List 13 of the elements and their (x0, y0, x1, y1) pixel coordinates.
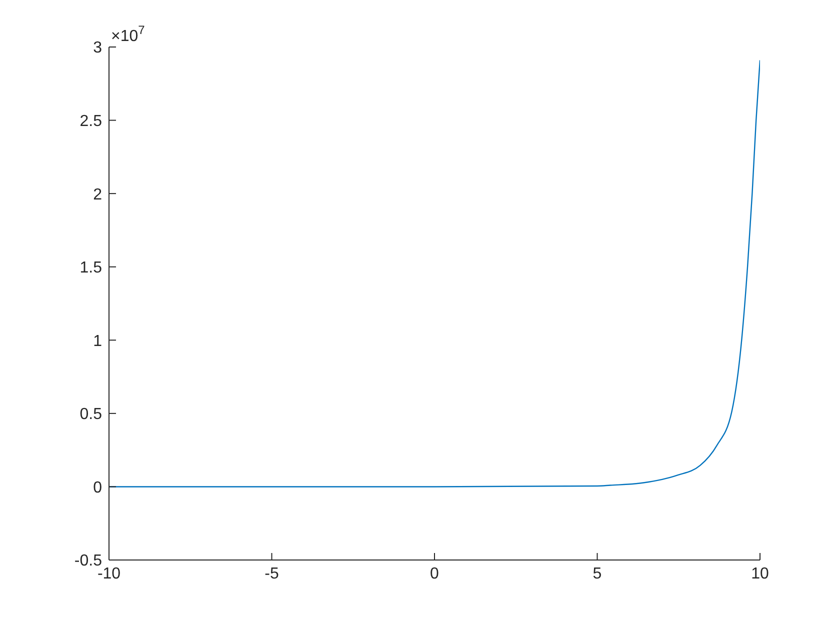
x-tick-label: 10 (751, 565, 769, 582)
x-tick-label: 5 (592, 565, 602, 582)
x-tick-label: 0 (430, 565, 440, 582)
y-tick-label: 0.5 (80, 406, 102, 424)
y-tick-label: 1 (93, 332, 102, 350)
y-tick-label: 2 (93, 186, 102, 204)
x-tick-label: -5 (264, 565, 279, 582)
y-tick-label: 0 (93, 479, 102, 496)
line-series (109, 60, 760, 488)
text: ×10$^{7}$ (111, 23, 146, 45)
y-tick-label: 2.5 (80, 112, 102, 130)
y-tick-label: 3 (93, 40, 102, 57)
y-tick-label: 1.5 (80, 260, 102, 277)
